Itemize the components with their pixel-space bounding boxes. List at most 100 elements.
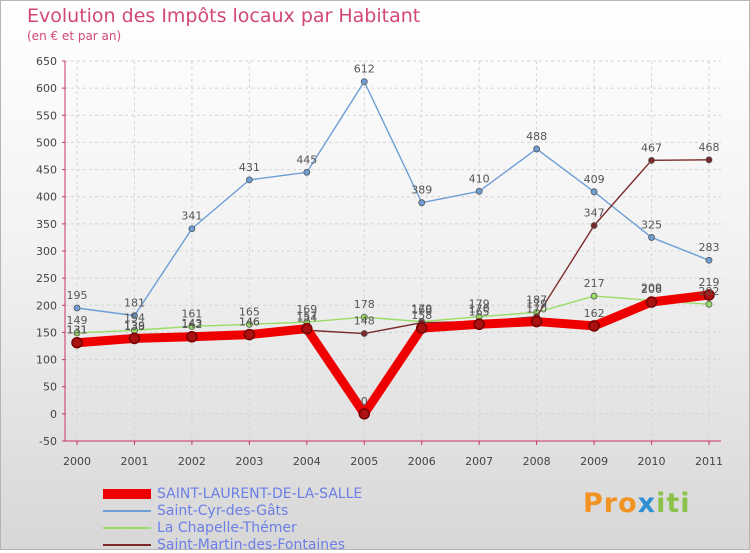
data-label: 179 bbox=[526, 298, 547, 311]
x-tick-label: 2009 bbox=[580, 455, 608, 468]
data-label: 158 bbox=[411, 309, 432, 322]
data-label: 202 bbox=[699, 285, 720, 298]
legend-item-saint-laurent-de-la-salle: SAINT-LAURENT-DE-LA-SALLE bbox=[103, 485, 362, 502]
data-label: 209 bbox=[641, 281, 662, 294]
series-saint-laurent-de-la-salle bbox=[71, 289, 715, 420]
grid-layer bbox=[65, 60, 721, 442]
data-label: 131 bbox=[67, 324, 88, 337]
x-tick-label: 2005 bbox=[350, 455, 378, 468]
data-label: 468 bbox=[699, 141, 720, 154]
logo-part-2: x bbox=[637, 488, 657, 519]
x-tick-label: 2010 bbox=[638, 455, 666, 468]
y-tick-label: -50 bbox=[39, 435, 57, 448]
data-point bbox=[705, 256, 713, 264]
data-label: 131 bbox=[67, 324, 88, 337]
y-tick-label: 250 bbox=[36, 272, 57, 285]
data-label: 146 bbox=[239, 316, 260, 329]
data-point bbox=[590, 292, 598, 300]
series-layer bbox=[71, 78, 715, 420]
x-tick-label: 2003 bbox=[235, 455, 263, 468]
legend-swatch bbox=[103, 509, 151, 512]
legend-swatch bbox=[103, 543, 151, 546]
axis-layer: -50 0 50 100 150 200 250 300 350 400 450 500 550 600 6… bbox=[36, 55, 723, 468]
data-point bbox=[301, 322, 313, 335]
data-point bbox=[415, 322, 428, 334]
legend-item-saint-cyr-des-gats: Saint-Cyr-des-Gâts bbox=[103, 502, 362, 519]
y-tick-label: 450 bbox=[36, 164, 57, 177]
legend-swatch bbox=[103, 526, 151, 529]
data-label: 157 bbox=[296, 310, 317, 323]
data-label: 165 bbox=[469, 305, 490, 318]
data-label: 170 bbox=[469, 303, 490, 316]
data-label: 170 bbox=[411, 303, 432, 316]
data-label: 389 bbox=[411, 184, 432, 197]
data-label: 0 bbox=[361, 395, 368, 408]
series-saint-cyr-des-gats bbox=[73, 78, 713, 320]
x-tick-label: 2002 bbox=[178, 455, 206, 468]
data-point bbox=[418, 199, 426, 207]
y-tick-label: 650 bbox=[36, 55, 57, 68]
y-tick-label: 200 bbox=[36, 299, 57, 312]
data-label: 347 bbox=[584, 206, 605, 219]
legend-label: Saint-Martin-des-Fontaines bbox=[157, 536, 346, 553]
legend-label: Saint-Cyr-des-Gâts bbox=[157, 502, 289, 519]
data-point bbox=[73, 304, 81, 312]
data-point bbox=[645, 296, 658, 308]
data-label: 410 bbox=[469, 172, 490, 185]
y-tick-label: 150 bbox=[36, 326, 57, 339]
y-tick-label: 300 bbox=[36, 245, 57, 258]
data-label: 409 bbox=[584, 173, 605, 186]
legend-label: SAINT-LAURENT-DE-LA-SALLE bbox=[157, 485, 363, 502]
data-point bbox=[590, 222, 598, 229]
x-tick-label: 2008 bbox=[523, 455, 551, 468]
data-label: 325 bbox=[641, 218, 662, 231]
data-label: 283 bbox=[699, 241, 720, 254]
data-point bbox=[588, 320, 600, 332]
x-tick-label: 2007 bbox=[465, 455, 493, 468]
data-label: 148 bbox=[354, 315, 375, 328]
proxiti-logo: Proxiti bbox=[583, 488, 691, 519]
legend-item-la-chapelle-themer: La Chapelle-Thémer bbox=[103, 519, 362, 536]
data-label: 149 bbox=[67, 314, 88, 327]
legend-item-saint-martin-des-fontaines: Saint-Martin-des-Fontaines bbox=[103, 536, 362, 553]
data-label: 161 bbox=[181, 307, 202, 320]
data-point bbox=[186, 331, 198, 343]
data-label: 154 bbox=[124, 311, 145, 324]
data-point bbox=[648, 234, 655, 241]
data-label: 138 bbox=[124, 320, 145, 333]
data-label: 217 bbox=[584, 277, 605, 290]
legend-swatch bbox=[103, 488, 151, 499]
data-label: 168 bbox=[411, 304, 432, 317]
legend: SAINT-LAURENT-DE-LA-SALLE Saint-Cyr-des-G… bbox=[103, 485, 362, 553]
data-label: 195 bbox=[67, 289, 88, 302]
data-label: 187 bbox=[526, 293, 547, 306]
data-point bbox=[705, 156, 713, 164]
logo-part-3: iti bbox=[656, 488, 691, 519]
y-tick-label: 600 bbox=[36, 82, 57, 95]
data-point bbox=[71, 336, 83, 349]
data-point bbox=[245, 176, 253, 184]
data-label: 181 bbox=[124, 297, 145, 310]
data-label: 170 bbox=[526, 303, 547, 316]
logo-part-1: Pro bbox=[583, 488, 638, 519]
data-label: 341 bbox=[181, 210, 202, 223]
data-label: 165 bbox=[239, 305, 260, 318]
data-label: 445 bbox=[296, 153, 317, 166]
data-point bbox=[188, 225, 196, 233]
y-tick-label: 500 bbox=[36, 136, 57, 149]
data-point bbox=[590, 188, 598, 196]
data-point bbox=[533, 145, 541, 153]
data-label: 139 bbox=[124, 319, 145, 332]
data-label: 179 bbox=[469, 298, 490, 311]
data-point bbox=[703, 289, 715, 301]
y-tick-label: 550 bbox=[36, 109, 57, 122]
data-label: 467 bbox=[641, 141, 662, 154]
data-point bbox=[705, 300, 713, 308]
data-point bbox=[360, 313, 368, 321]
data-label: 488 bbox=[526, 130, 547, 143]
data-point bbox=[243, 328, 256, 341]
data-label: 154 bbox=[296, 311, 317, 324]
